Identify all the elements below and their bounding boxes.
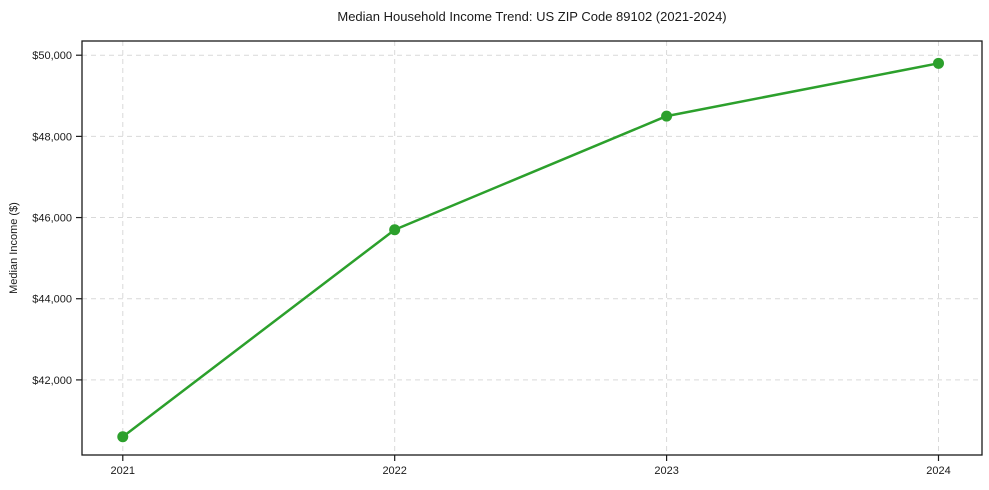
y-tick-label: $48,000	[32, 131, 72, 143]
data-point-marker	[389, 224, 401, 236]
y-tick-label: $44,000	[32, 294, 72, 306]
income-trend-line	[121, 62, 940, 438]
y-tick-label: $46,000	[32, 213, 72, 225]
x-tick-label: 2024	[926, 465, 950, 477]
x-tick-label: 2023	[654, 465, 678, 477]
data-point-marker	[661, 110, 673, 122]
y-tick-label: $42,000	[32, 375, 72, 387]
x-tick-label: 2021	[111, 465, 135, 477]
chart-title: Median Household Income Trend: US ZIP Co…	[337, 9, 727, 24]
data-point-marker	[117, 431, 129, 443]
x-tick-label: 2022	[382, 465, 406, 477]
plot-border	[81, 40, 983, 456]
y-tick-label: $50,000	[32, 50, 72, 62]
data-point-marker	[932, 57, 944, 69]
